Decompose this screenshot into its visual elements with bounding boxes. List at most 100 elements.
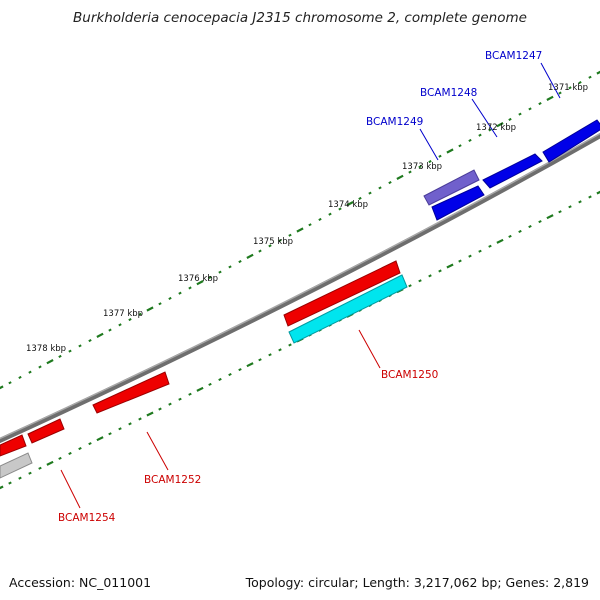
scale-tick-minor xyxy=(78,344,82,348)
scale-tick-minor xyxy=(428,274,432,278)
scale-label-1371: 1371 kbp xyxy=(548,83,588,93)
scale-label-1373: 1373 kbp xyxy=(402,162,442,172)
scale-tick-major xyxy=(0,485,4,490)
gene-arrow-bcam1248[interactable] xyxy=(482,153,543,189)
scale-tick-major xyxy=(496,238,504,244)
scale-tick-minor xyxy=(378,186,382,190)
scale-tick-minor xyxy=(88,339,92,343)
scale-tick-major xyxy=(396,174,404,180)
scale-tick-minor xyxy=(508,234,512,238)
scale-tick-minor xyxy=(478,249,482,253)
scale-tick-minor xyxy=(308,223,312,227)
scale-tick-minor xyxy=(228,265,232,269)
scale-tick-minor xyxy=(418,165,422,169)
scale-tick-minor xyxy=(128,318,132,322)
gene-arrow-bcam1249-alt[interactable] xyxy=(423,169,480,206)
scale-label-1374: 1374 kbp xyxy=(328,200,368,210)
scale-tick-minor xyxy=(578,200,582,204)
scale-label-1376: 1376 kbp xyxy=(178,274,218,284)
scale-tick-minor xyxy=(568,205,572,209)
scale-tick-minor xyxy=(518,229,522,233)
scale-tick-minor xyxy=(68,349,72,353)
gene-arrow-bcam1254[interactable] xyxy=(0,434,27,457)
scale-tick-minor xyxy=(68,451,72,455)
scale-tick-minor xyxy=(458,259,462,263)
scale-tick-minor xyxy=(28,471,32,475)
scale-tick-minor xyxy=(558,91,562,95)
scale-tick-minor xyxy=(28,370,32,374)
scale-label-1372: 1372 kbp xyxy=(476,123,516,133)
scale-tick-minor xyxy=(408,170,412,174)
gene-label-bcam1247: BCAM1247 xyxy=(485,50,542,62)
scale-tick-minor xyxy=(528,225,532,229)
scale-tick-minor xyxy=(188,286,192,290)
scale-tick-minor xyxy=(38,466,42,470)
scale-tick-minor xyxy=(368,191,372,195)
scale-tick-major xyxy=(546,95,554,101)
gene-arrow-bcam1250-alt[interactable] xyxy=(288,274,408,344)
scale-tick-minor xyxy=(38,365,42,369)
scale-tick-minor xyxy=(238,368,242,372)
scale-tick-minor xyxy=(228,373,232,377)
topology-label: Topology: circular; Length: 3,217,062 bp… xyxy=(245,575,589,590)
scale-tick-minor xyxy=(108,328,112,332)
scale-tick-minor xyxy=(328,212,332,216)
scale-tick-minor xyxy=(538,102,542,106)
gene-arrow-bcam1247[interactable] xyxy=(542,119,600,163)
scale-tick-minor xyxy=(288,343,292,347)
scale-tick-minor xyxy=(288,233,292,237)
scale-tick-minor xyxy=(428,160,432,164)
gene-label-bcam1248: BCAM1248 xyxy=(420,87,477,99)
scale-tick-minor xyxy=(488,128,492,132)
gene-label-bcam1254: BCAM1254 xyxy=(58,512,116,524)
scale-tick-minor xyxy=(338,207,342,211)
scale-tick-minor xyxy=(278,239,282,243)
gene-arrow-bcam1253[interactable] xyxy=(27,418,65,444)
scale-tick-major xyxy=(246,362,254,368)
accession-label: Accession: NC_011001 xyxy=(9,575,152,590)
scale-tick-minor xyxy=(278,348,282,352)
gene-label-bcam1249: BCAM1249 xyxy=(366,116,423,128)
scale-tick-minor xyxy=(518,112,522,116)
gene-arrow-bcam1250[interactable] xyxy=(283,260,401,327)
scale-tick-minor xyxy=(588,75,592,79)
scale-tick-major xyxy=(196,280,204,286)
map-title: Burkholderia cenocepacia J2315 chromosom… xyxy=(73,10,527,26)
scale-tick-minor xyxy=(178,291,182,295)
scale-label-1377: 1377 kbp xyxy=(103,309,143,319)
scale-tick-minor xyxy=(488,244,492,248)
scale-tick-minor xyxy=(78,447,82,451)
scale-tick-minor xyxy=(468,138,472,142)
scale-tick-minor xyxy=(18,476,22,480)
scale-tick-minor xyxy=(438,154,442,158)
scale-tick-minor xyxy=(208,275,212,279)
scale-label-1375: 1375 kbp xyxy=(253,237,293,247)
scale-ticks-outer xyxy=(0,70,600,390)
scale-tick-major xyxy=(546,214,554,220)
scale-tick-major xyxy=(46,460,54,466)
scale-tick-minor xyxy=(168,402,172,406)
scale-tick-minor xyxy=(18,375,22,379)
scale-tick-minor xyxy=(478,133,482,137)
scale-tick-minor xyxy=(138,312,142,316)
scale-tick-major xyxy=(0,385,4,390)
scale-tick-minor xyxy=(258,358,262,362)
gene-arrow-bcam1249[interactable] xyxy=(431,185,485,221)
scale-tick-minor xyxy=(468,254,472,258)
gene-arrow-pseudo[interactable] xyxy=(0,452,33,479)
scale-tick-minor xyxy=(8,481,12,485)
gene-label-bcam1252: BCAM1252 xyxy=(144,474,201,486)
scale-tick-major xyxy=(296,227,304,233)
scale-tick-minor xyxy=(8,381,12,385)
scale-tick-minor xyxy=(208,382,212,386)
scale-tick-major xyxy=(596,190,600,195)
scale-label-1378: 1378 kbp xyxy=(26,344,66,354)
scale-tick-major xyxy=(596,70,600,75)
scale-tick-major xyxy=(96,332,104,338)
scale-tick-minor xyxy=(128,422,132,426)
scale-tick-minor xyxy=(88,442,92,446)
scale-tick-minor xyxy=(108,432,112,436)
scale-tick-minor xyxy=(138,417,142,421)
gene-arrow-bcam1252[interactable] xyxy=(92,371,170,414)
